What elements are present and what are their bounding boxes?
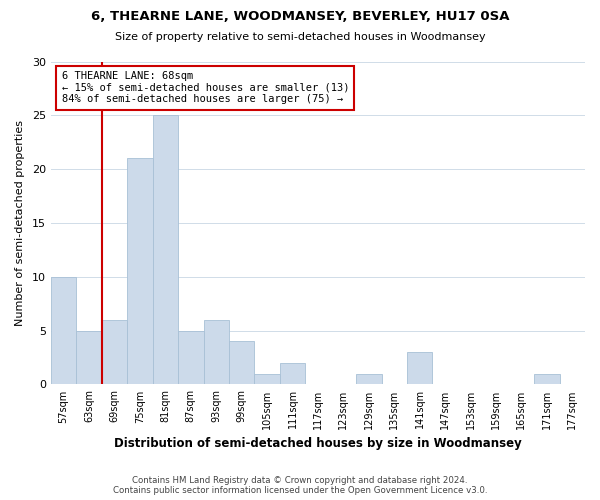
Bar: [51, 277, 76, 384]
Bar: [534, 374, 560, 384]
Bar: [127, 158, 152, 384]
Text: Contains HM Land Registry data © Crown copyright and database right 2024.
Contai: Contains HM Land Registry data © Crown c…: [113, 476, 487, 495]
Bar: [356, 374, 382, 384]
Bar: [76, 330, 102, 384]
Text: Size of property relative to semi-detached houses in Woodmansey: Size of property relative to semi-detach…: [115, 32, 485, 42]
Bar: [152, 116, 178, 384]
Bar: [254, 374, 280, 384]
Bar: [280, 363, 305, 384]
Bar: [203, 320, 229, 384]
Text: 6 THEARNE LANE: 68sqm
← 15% of semi-detached houses are smaller (13)
84% of semi: 6 THEARNE LANE: 68sqm ← 15% of semi-deta…: [62, 71, 349, 104]
Bar: [102, 320, 127, 384]
Bar: [178, 330, 203, 384]
X-axis label: Distribution of semi-detached houses by size in Woodmansey: Distribution of semi-detached houses by …: [114, 437, 522, 450]
Text: 6, THEARNE LANE, WOODMANSEY, BEVERLEY, HU17 0SA: 6, THEARNE LANE, WOODMANSEY, BEVERLEY, H…: [91, 10, 509, 23]
Y-axis label: Number of semi-detached properties: Number of semi-detached properties: [15, 120, 25, 326]
Bar: [229, 342, 254, 384]
Bar: [407, 352, 433, 384]
